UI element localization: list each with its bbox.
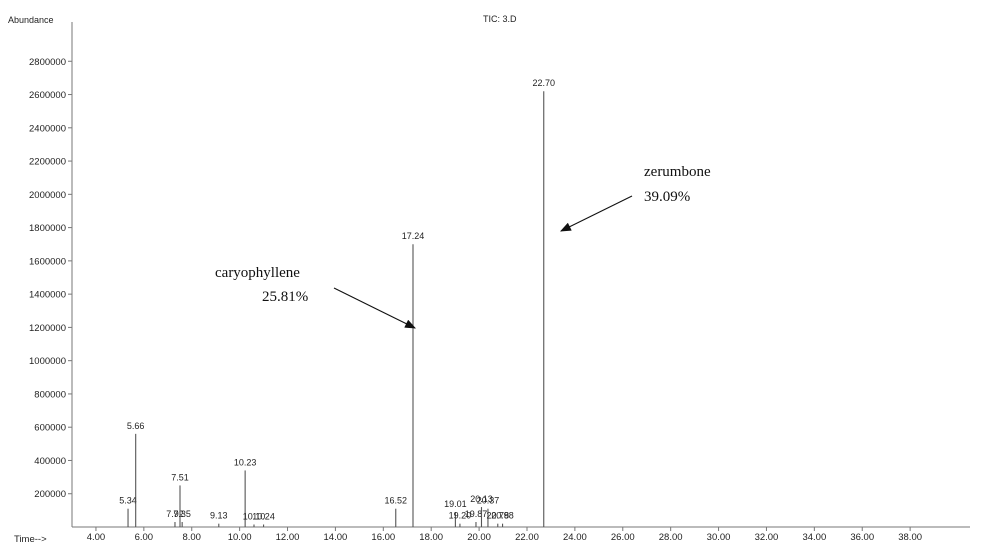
y-tick-label: 1200000 [29,323,66,334]
y-tick-label: 1400000 [29,290,66,301]
annotation-arrow [333,287,416,329]
peak-label: 20.37 [477,496,500,506]
x-axis-label: Time--> [14,534,47,542]
annotation-compound-name: zerumbone [644,164,711,180]
peak-label: 20.78 [487,511,510,521]
peak-label: 19.20 [449,511,472,521]
y-tick-label: 800000 [34,389,66,400]
y-tick-label: 400000 [34,456,66,467]
x-tick-label: 12.00 [276,532,300,542]
peak-label: 7.92 [166,509,184,519]
annotation-compound-name: caryophyllene [215,265,300,281]
peak-label: 10.24 [252,512,275,522]
x-tick-label: 24.00 [563,532,587,542]
peak-label: 19.01 [444,499,467,509]
x-tick-label: 32.00 [755,532,779,542]
y-tick-label: 2000000 [29,190,66,201]
y-tick-label: 1600000 [29,256,66,267]
y-tick-label: 600000 [34,423,66,434]
peak-label: 10.10 [243,512,266,522]
peak-label: 22.70 [532,78,555,88]
x-tick-label: 20.00 [467,532,491,542]
y-tick-label: 2600000 [29,90,66,101]
x-tick-label: 36.00 [850,532,874,542]
x-tick-label: 6.00 [135,532,154,542]
y-tick-label: 200000 [34,489,66,500]
peak-label: 20.98 [491,511,514,521]
annotation-percent: 39.09% [644,189,690,205]
x-tick-label: 22.00 [515,532,539,542]
peak-label: 19.87 [465,509,488,519]
y-tick-label: 2200000 [29,157,66,168]
x-tick-label: 34.00 [802,532,826,542]
y-tick-label: 2400000 [29,123,66,134]
x-tick-label: 16.00 [371,532,395,542]
annotation-arrow [560,195,633,232]
x-tick-label: 28.00 [659,532,683,542]
chart-title: TIC: 3.D [483,14,517,24]
peak-label: 7.35 [173,509,191,519]
x-tick-label: 18.00 [419,532,443,542]
x-tick-label: 26.00 [611,532,635,542]
x-tick-label: 8.00 [182,532,201,542]
y-tick-label: 1000000 [29,356,66,367]
peak-label: 16.52 [384,496,407,506]
x-tick-label: 30.00 [707,532,731,542]
peak-label: 7.51 [171,472,189,482]
peak-label: 10.23 [234,457,257,467]
peak-label: 5.34 [119,496,137,506]
y-axis-label: Abundance [8,15,54,25]
x-tick-label: 4.00 [87,532,106,542]
peak-label: 5.66 [127,421,145,431]
x-tick-label: 10.00 [228,532,252,542]
x-tick-label: 38.00 [898,532,922,542]
peak-label: 9.13 [210,511,228,521]
y-tick-label: 1800000 [29,223,66,234]
peak-label: 20.13 [470,494,493,504]
peak-label: 17.24 [402,231,425,241]
annotation-percent: 25.81% [262,289,308,305]
y-tick-label: 2800000 [29,57,66,68]
plot-area: 200000 400000 600000 800000 1000000 1200000 14… [29,22,970,543]
x-tick-label: 14.00 [324,532,348,542]
